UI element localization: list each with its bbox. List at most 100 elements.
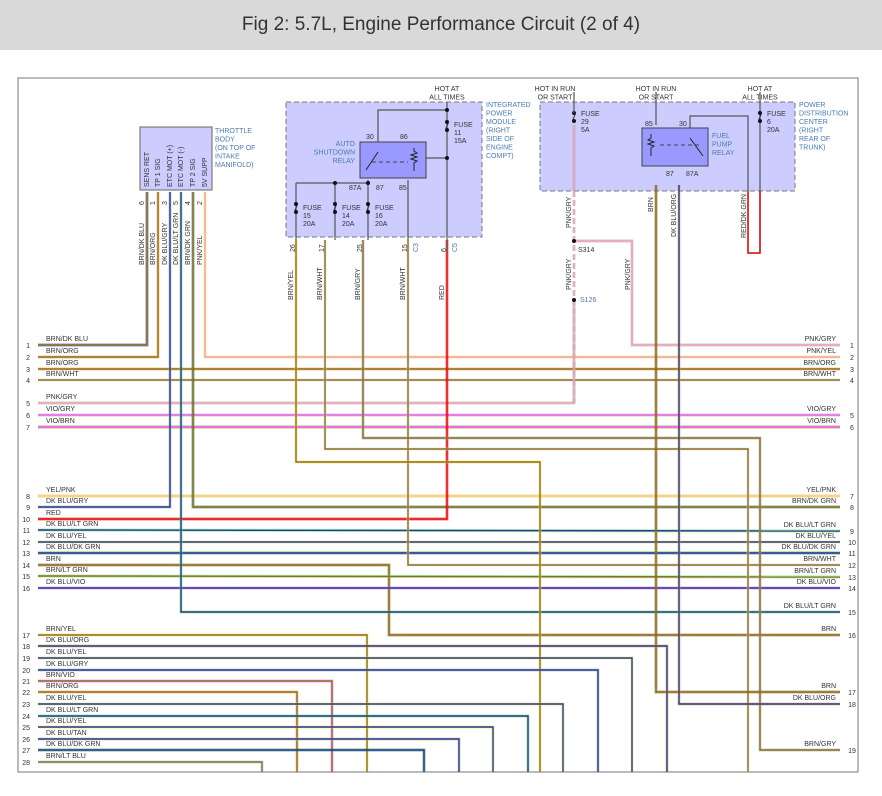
junction-dot bbox=[333, 181, 337, 185]
ipm-wire-label: BRN/YEL bbox=[288, 270, 295, 300]
right-pin-number: 1 bbox=[850, 343, 854, 350]
left-pin-number: 8 bbox=[26, 494, 30, 501]
ipm-wire-label: BRN/GRY bbox=[355, 268, 362, 300]
left-wire-label: DK BLU/LT GRN bbox=[46, 521, 98, 528]
fuse-terminal bbox=[294, 210, 298, 214]
left-pin-number: 5 bbox=[26, 401, 30, 408]
right-wire-label: DK BLU/ORG bbox=[793, 695, 836, 702]
throttle-pin-name: 5V SUPP bbox=[202, 157, 209, 187]
relay-terminal: 87A bbox=[349, 185, 362, 192]
fuse-number: 11 bbox=[454, 130, 461, 137]
relay-terminal: 85 bbox=[645, 121, 653, 128]
fuse-number: 6 bbox=[767, 119, 771, 126]
throttle-pin-number: 2 bbox=[197, 201, 204, 205]
throttle-wire-label: BRN/DK GRN bbox=[185, 221, 192, 265]
relay-terminal: 30 bbox=[366, 134, 374, 141]
left-wire-label: BRN/LT BLU bbox=[46, 753, 86, 760]
connector-id: C3 bbox=[413, 243, 420, 252]
left-wire-label: BRN/WHT bbox=[46, 371, 79, 378]
pdc-label: POWER bbox=[799, 102, 825, 109]
relay-terminal: 86 bbox=[400, 134, 408, 141]
fuse-terminal bbox=[758, 111, 762, 115]
left-wire-label: BRN/ORG bbox=[46, 348, 79, 355]
fuse-amps: 20A bbox=[342, 221, 355, 228]
splice-label: S126 bbox=[580, 297, 596, 304]
fuse-terminal bbox=[333, 210, 337, 214]
fuse-number: 16 bbox=[375, 213, 383, 220]
ipm-pin-number: 6 bbox=[441, 248, 448, 252]
right-wire-label: DK BLU/LT GRN bbox=[784, 603, 836, 610]
fuse-amps: 15A bbox=[454, 138, 467, 145]
wire-left-26 bbox=[38, 737, 461, 772]
left-pin-number: 12 bbox=[22, 540, 30, 547]
fuse-number: 29 bbox=[581, 119, 589, 126]
fuse-label: FUSE bbox=[342, 205, 361, 212]
right-pin-number: 11 bbox=[848, 551, 855, 558]
fuse-terminal bbox=[445, 128, 449, 132]
throttle-body-label: MANIFOLD) bbox=[215, 162, 254, 169]
wire-left-5 bbox=[38, 300, 576, 405]
left-pin-number: 23 bbox=[22, 702, 30, 709]
ipm-pin-number: 25 bbox=[357, 244, 364, 252]
right-pin-number: 3 bbox=[850, 367, 854, 374]
wire-ipm-25 bbox=[361, 240, 840, 752]
wire-label: RED/DK GRN bbox=[741, 194, 748, 238]
right-pin-number: 14 bbox=[848, 586, 856, 593]
fuse-terminal bbox=[758, 119, 762, 123]
right-pin-number: 12 bbox=[848, 563, 856, 570]
relay-terminal: 30 bbox=[679, 121, 687, 128]
title-bar: Fig 2: 5.7L, Engine Performance Circuit … bbox=[0, 0, 882, 50]
right-wire-label: BRN/WHT bbox=[803, 556, 836, 563]
left-pin-number: 17 bbox=[22, 633, 30, 640]
wire-label: DK BLU/ORG bbox=[671, 194, 678, 237]
throttle-pin-name: TP 2 SIG bbox=[190, 158, 197, 187]
left-wire-label: RED bbox=[46, 510, 61, 517]
left-pin-number: 15 bbox=[22, 574, 30, 581]
left-pin-number: 2 bbox=[26, 355, 30, 362]
left-wire-label: BRN/YEL bbox=[46, 626, 76, 633]
wire-ipm-26 bbox=[294, 240, 542, 772]
wire-right-8 bbox=[191, 192, 840, 509]
fuse-terminal bbox=[294, 202, 298, 206]
fuse-label: FUSE bbox=[375, 205, 394, 212]
left-wire-label: BRN bbox=[46, 556, 61, 563]
left-pin-number: 22 bbox=[22, 690, 30, 697]
right-wire-label: VIO/BRN bbox=[807, 418, 836, 425]
fuse-terminal bbox=[445, 120, 449, 124]
fuel-pump-relay-label: FUEL bbox=[712, 133, 730, 140]
ipm-label: SIDE OF bbox=[486, 136, 514, 143]
left-wire-label: BRN/DK BLU bbox=[46, 336, 88, 343]
ipm-label: ENGINE bbox=[486, 145, 513, 152]
wire-left-11 bbox=[37, 528, 841, 533]
wire-left-10 bbox=[38, 240, 449, 521]
left-wire-label: VIO/BRN bbox=[46, 418, 75, 425]
right-pin-number: 17 bbox=[848, 690, 856, 697]
ipm-wire-label: BRN/WHT bbox=[317, 267, 324, 300]
throttle-pin-number: 1 bbox=[150, 201, 157, 205]
throttle-pin-name: ETC MOT (+) bbox=[167, 145, 174, 187]
right-wire-label: YEL/PNK bbox=[806, 487, 836, 494]
fuse-terminal bbox=[366, 202, 370, 206]
right-pin-number: 10 bbox=[848, 540, 856, 547]
pdc-label: CENTER bbox=[799, 119, 828, 126]
fuse-amps: 20A bbox=[375, 221, 388, 228]
relay-terminal: 85 bbox=[399, 185, 407, 192]
wire-label: PNK/GRY bbox=[566, 196, 573, 228]
left-wire-label: DK BLU/GRY bbox=[46, 661, 89, 668]
hot-in-run-label: HOT IN RUN bbox=[535, 86, 576, 93]
auto-shutdown-relay-label: RELAY bbox=[333, 158, 356, 165]
wire-left-14 bbox=[38, 563, 840, 637]
right-pin-number: 16 bbox=[848, 633, 856, 640]
left-pin-number: 26 bbox=[22, 737, 30, 744]
throttle-pin-number: 3 bbox=[162, 201, 169, 205]
ipm-pin-number: 15 bbox=[402, 244, 409, 252]
junction-dot bbox=[445, 108, 449, 112]
left-wire-label: BRN/ORG bbox=[46, 360, 79, 367]
wire-ipm-15 bbox=[406, 240, 840, 567]
fuse-label: FUSE bbox=[581, 111, 600, 118]
right-wire-label: BRN/LT GRN bbox=[794, 568, 836, 575]
left-wire-label: PNK/GRY bbox=[46, 394, 78, 401]
left-wire-label: DK BLU/TAN bbox=[46, 730, 87, 737]
splice-label: S314 bbox=[578, 247, 594, 254]
wire-red-dk-grn bbox=[747, 191, 761, 254]
